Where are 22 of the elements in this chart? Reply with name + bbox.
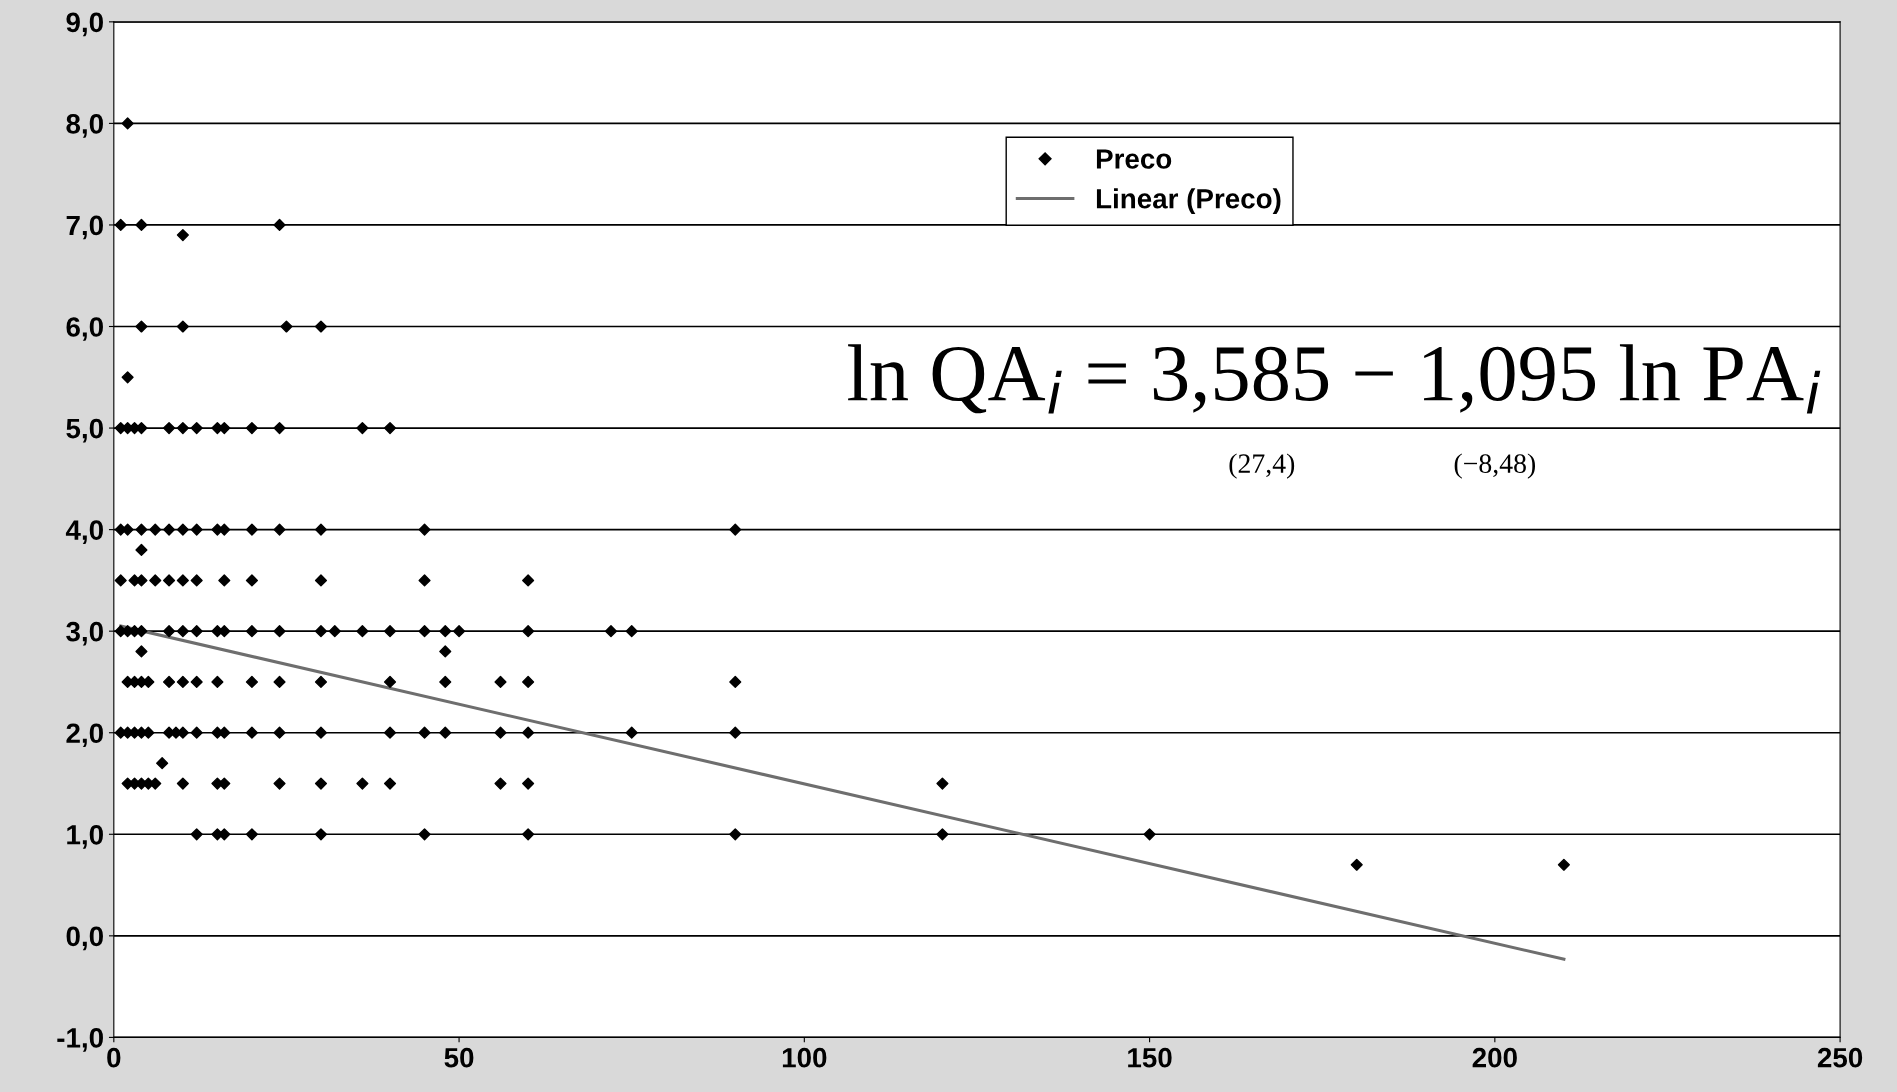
legend-label: Preco [1096, 149, 1172, 169]
annotation: (−8,48) [1454, 453, 1536, 479]
x-tick-label: 200 [1472, 1047, 1517, 1068]
x-tick-label: 250 [1817, 1047, 1863, 1068]
legend-label: Linear (Preco) [1096, 188, 1281, 215]
annotation: (27,4) [1229, 453, 1295, 479]
y-tick-label: 9,0 [66, 12, 103, 37]
y-tick-label: 3,0 [66, 621, 103, 646]
x-tick-label: 50 [444, 1047, 474, 1068]
y-tick-label: 4,0 [65, 520, 103, 544]
y-tick-label: 0,0 [66, 926, 103, 951]
y-tick-label: 7,0 [66, 215, 103, 240]
y-tick-label: 5,0 [66, 418, 103, 443]
y-tick-label: 6,0 [66, 317, 103, 341]
y-tick-label: 8,0 [66, 114, 103, 138]
x-tick-label: 0 [107, 1047, 121, 1068]
y-tick-label: 1,0 [67, 824, 103, 849]
y-tick-label: 2,0 [66, 723, 103, 748]
annotation: ln QA$_{i}$ = 3,585 − 1,095 ln PA$_{i}$ [848, 344, 1821, 414]
y-tick-label: -1,0 [57, 1028, 103, 1052]
x-tick-label: 100 [782, 1047, 827, 1068]
x-tick-label: 150 [1128, 1047, 1172, 1068]
